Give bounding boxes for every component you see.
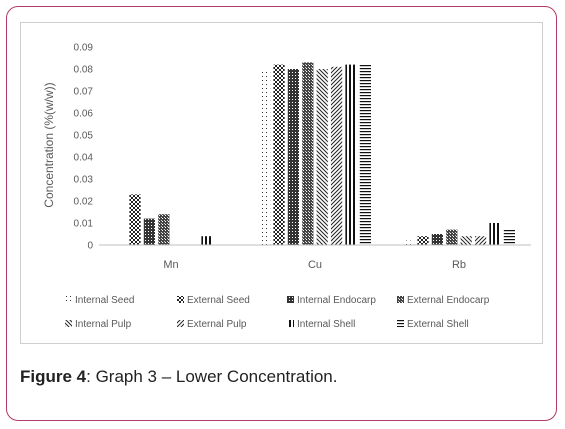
legend-label: Internal Endocarp bbox=[297, 295, 376, 306]
y-tick-label: 0.04 bbox=[74, 153, 94, 164]
legend-label: Internal Seed bbox=[75, 295, 135, 306]
bar-mn-internal-endocarp bbox=[143, 218, 155, 245]
x-axis: Mn Cu Rb bbox=[99, 244, 531, 271]
y-tick-label: 0.01 bbox=[74, 219, 94, 230]
legend-label: Internal Pulp bbox=[75, 319, 132, 330]
legend-swatch bbox=[397, 296, 404, 303]
bar-chart: 0 0.01 0.02 0.03 0.04 0.05 0.06 0.07 0.08 0.09 Mn… bbox=[42, 43, 531, 330]
legend-label: Internal Shell bbox=[297, 319, 355, 330]
chart-container: 0 0.01 0.02 0.03 0.04 0.05 0.06 0.07 0.08 0.09 Mn… bbox=[20, 22, 543, 344]
bar-cu-internal-shell bbox=[345, 64, 357, 245]
y-tick-label: 0.05 bbox=[74, 131, 94, 142]
figure-caption-text: : Graph 3 – Lower Concentration. bbox=[86, 367, 338, 386]
legend-swatch bbox=[287, 296, 294, 303]
bar-cu-internal-endocarp bbox=[287, 69, 299, 245]
y-tick-label: 0.03 bbox=[74, 175, 94, 186]
legend-label: External Endocarp bbox=[407, 295, 490, 306]
legend-swatch bbox=[177, 320, 184, 327]
y-tick-label: 0.06 bbox=[74, 109, 94, 120]
bar-mn-external-endocarp bbox=[158, 214, 170, 245]
legend: Internal Seed External Seed Internal Endoc… bbox=[65, 295, 490, 330]
bar-rb-external-pulp bbox=[475, 236, 487, 245]
bar-rb-internal-pulp bbox=[460, 236, 472, 245]
x-category-label: Cu bbox=[308, 259, 322, 271]
legend-label: External Pulp bbox=[187, 319, 247, 330]
bar-mn-external-seed bbox=[129, 194, 141, 245]
figure-frame bbox=[6, 6, 557, 421]
bar-rb-internal-seed bbox=[403, 240, 415, 245]
legend-swatch bbox=[65, 320, 72, 327]
figure-label: Figure 4 bbox=[20, 367, 87, 386]
bar-rb-internal-shell bbox=[489, 223, 501, 245]
bar-rb-external-shell bbox=[503, 229, 515, 245]
legend-label: External Shell bbox=[407, 319, 469, 330]
bar-cu-external-endocarp bbox=[302, 62, 314, 246]
legend-swatch bbox=[177, 296, 184, 303]
bar-rb-external-seed bbox=[417, 236, 429, 245]
figure-caption: Figure 4: Graph 3 – Lower Concentration. bbox=[20, 367, 338, 387]
bars-group bbox=[129, 62, 515, 246]
bar-cu-external-seed bbox=[273, 64, 285, 245]
bar-cu-external-shell bbox=[359, 64, 371, 245]
bar-cu-internal-seed bbox=[259, 69, 271, 245]
legend-swatch bbox=[397, 320, 404, 327]
y-tick-label: 0.09 bbox=[74, 43, 94, 54]
bar-rb-internal-endocarp bbox=[431, 234, 443, 245]
legend-label: External Seed bbox=[187, 295, 250, 306]
y-axis: 0 0.01 0.02 0.03 0.04 0.05 0.06 0.07 0.08 0.09 bbox=[74, 43, 94, 252]
x-category-label: Mn bbox=[163, 259, 178, 271]
bar-cu-external-pulp bbox=[331, 66, 343, 245]
y-tick-label: 0.02 bbox=[74, 197, 94, 208]
y-tick-label: 0.08 bbox=[74, 65, 94, 76]
y-tick-label: 0 bbox=[87, 241, 93, 252]
y-axis-label: Concentration (%(w/w)) bbox=[42, 82, 56, 207]
y-tick-label: 0.07 bbox=[74, 87, 94, 98]
legend-swatch bbox=[65, 296, 72, 303]
legend-swatch bbox=[287, 320, 294, 327]
bar-mn-internal-shell bbox=[201, 236, 213, 245]
bar-cu-internal-pulp bbox=[316, 69, 328, 245]
bar-rb-external-endocarp bbox=[446, 229, 458, 245]
x-category-label: Rb bbox=[452, 259, 466, 271]
